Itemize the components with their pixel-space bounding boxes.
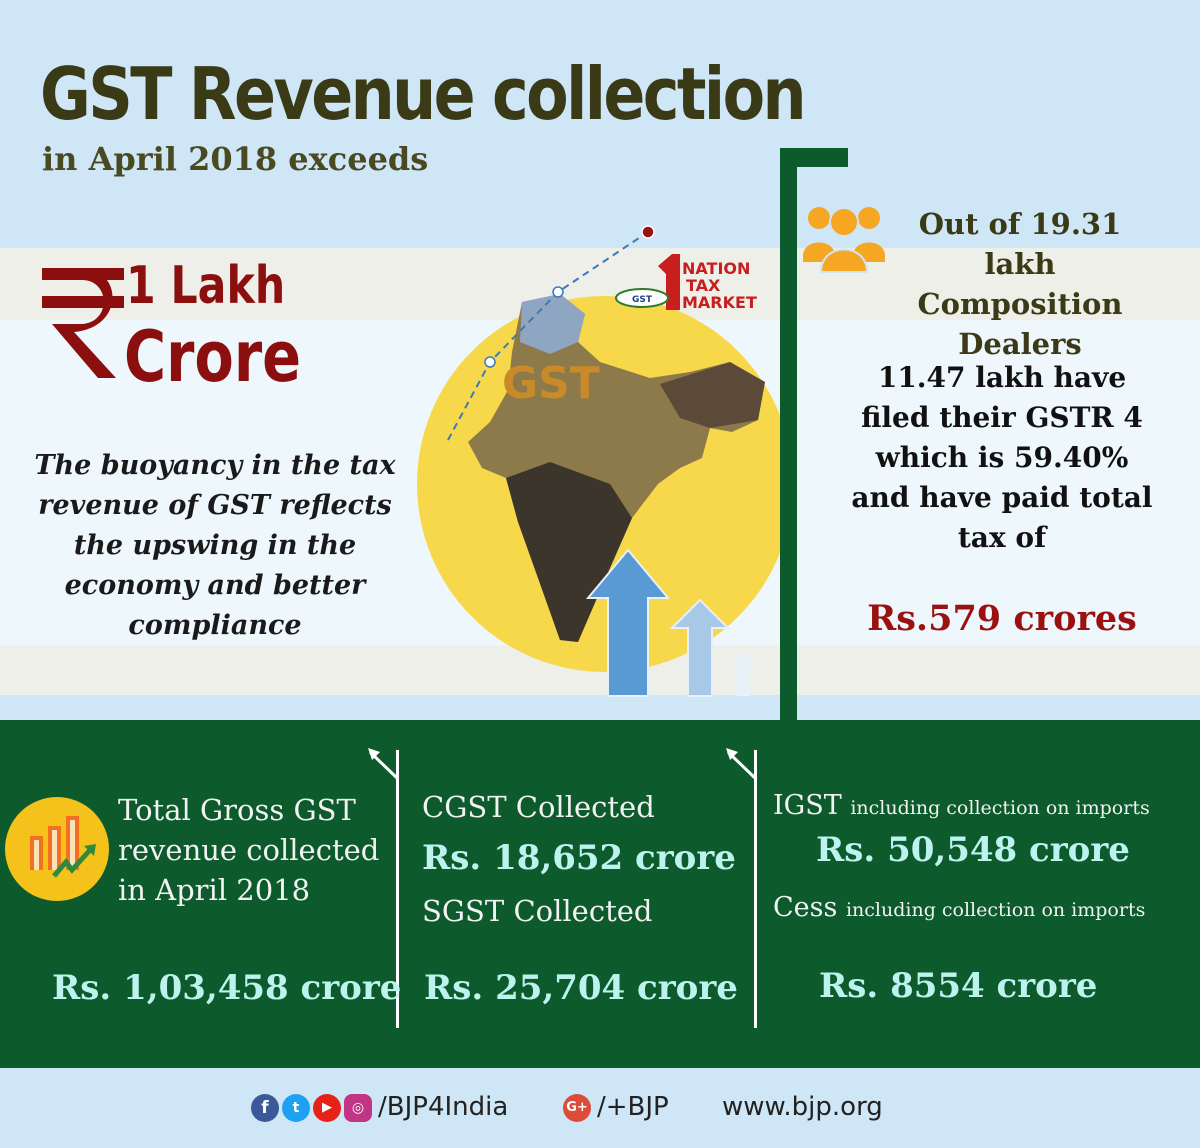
igst-note: including collection on imports — [850, 797, 1150, 819]
twitter-icon[interactable]: t — [282, 1094, 310, 1122]
sgst-value: Rs. 25,704 crore — [424, 968, 738, 1008]
website-link[interactable]: www.bjp.org — [722, 1092, 883, 1122]
small-up-arrow-icon — [728, 652, 758, 696]
cess-note: including collection on imports — [845, 899, 1146, 921]
buoyancy-statement: The buoyancy in the tax revenue of GST r… — [34, 450, 396, 641]
divider-arrowhead-icon — [726, 748, 757, 780]
gst-india-map-illustration: GST GST NATION TAX MARKET — [417, 225, 793, 697]
facebook-icon[interactable]: f — [251, 1094, 279, 1122]
svg-text:GST: GST — [632, 295, 653, 305]
google-plus-icon[interactable]: G+ — [563, 1094, 591, 1122]
footer — [0, 1068, 1200, 1148]
cess-label: Cess including collection on imports — [773, 892, 1146, 923]
svg-text:TAX: TAX — [686, 276, 721, 295]
igst-value: Rs. 50,548 crore — [816, 830, 1130, 870]
instagram-icon[interactable]: ◎ — [344, 1094, 372, 1122]
sgst-label: SGST Collected — [422, 894, 653, 928]
map-gst-label: GST — [502, 358, 600, 409]
social-handle-link[interactable]: /BJP4India — [378, 1092, 509, 1122]
collections-panel — [0, 720, 1200, 1068]
bar-chart-growth-icon — [5, 797, 109, 901]
total-gross-label: Total Gross GST revenue collected in Apr… — [118, 793, 380, 907]
google-plus-handle-link[interactable]: /+BJP — [597, 1092, 669, 1122]
dealers-heading: Out of 19.31 lakh Composition Dealers — [917, 207, 1123, 361]
divider-arrowhead-icon — [368, 748, 399, 780]
dealers-description: 11.47 lakh have filed their GSTR 4 which… — [851, 361, 1153, 554]
igst-label: IGST including collection on imports — [773, 790, 1150, 821]
rupee-icon — [42, 268, 124, 378]
people-group-icon — [803, 207, 885, 273]
green-bracket-horizontal — [780, 148, 848, 167]
divider-left — [396, 750, 399, 1028]
cess-value: Rs. 8554 crore — [819, 966, 1098, 1006]
dealers-tax-amount: Rs.579 crores — [867, 598, 1137, 639]
cgst-label: CGST Collected — [422, 790, 655, 824]
nation-tax-market-logo: GST NATION TAX MARKET — [615, 254, 757, 312]
headline-unit: Crore — [124, 316, 302, 398]
svg-text:NATION: NATION — [682, 259, 750, 278]
youtube-icon[interactable]: ▶ — [313, 1094, 341, 1122]
large-up-arrow-icon — [585, 548, 671, 697]
headline-amount: 1 Lakh — [126, 256, 286, 316]
page-subtitle: in April 2018 exceeds — [42, 140, 429, 178]
svg-text:MARKET: MARKET — [682, 293, 757, 312]
divider-right — [754, 750, 757, 1028]
page-title: GST Revenue collection — [40, 52, 807, 136]
green-bracket-vertical — [780, 148, 797, 723]
medium-up-arrow-icon — [669, 598, 731, 697]
total-gross-value: Rs. 1,03,458 crore — [52, 968, 402, 1008]
cgst-value: Rs. 18,652 crore — [422, 838, 736, 878]
